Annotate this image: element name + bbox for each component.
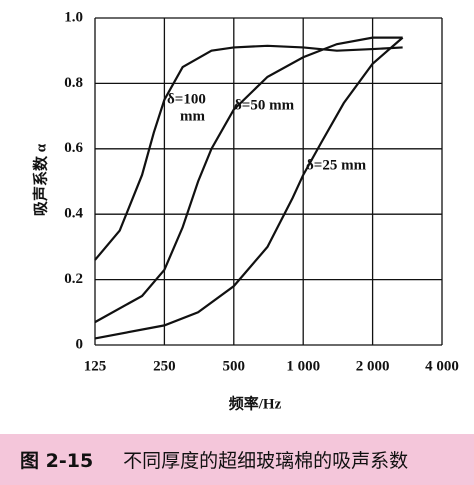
y-tick-label: 0.6 [64,140,83,156]
y-tick-label: 0.4 [64,206,83,222]
annotation: δ=100 [167,91,206,107]
x-tick-label: 500 [223,358,246,374]
y-axis-label: 吸声系数 α [31,143,49,216]
curve [94,44,403,261]
y-tick-label: 1.0 [64,9,83,25]
chart: 频率/Hz 吸声系数 α 0 0.2 0.4 0.6 0.8 1.0 125 250 500 1 … [31,9,459,412]
caption-band: 图 2-15 不同厚度的超细玻璃棉的吸声系数 [0,434,474,485]
caption-label: 图 2-15 [20,450,94,472]
x-tick-label: 2 000 [356,358,390,374]
annotation: δ=50 mm [234,97,295,113]
annotation: δ=25 mm [306,157,367,173]
caption-text: 不同厚度的超细玻璃棉的吸声系数 [123,451,409,472]
x-tick-label: 250 [153,358,176,374]
y-tick-label: 0.2 [64,271,83,287]
x-tick-label: 4 000 [425,358,459,374]
curve [94,36,404,340]
annotation: mm [180,108,205,124]
x-axis-label: 频率/Hz [229,394,282,412]
y-tick-label: 0 [76,336,84,352]
x-tick-label: 1 000 [286,358,320,374]
x-tick-label: 125 [84,358,107,374]
curve [94,36,403,324]
y-tick-label: 0.8 [64,75,83,91]
